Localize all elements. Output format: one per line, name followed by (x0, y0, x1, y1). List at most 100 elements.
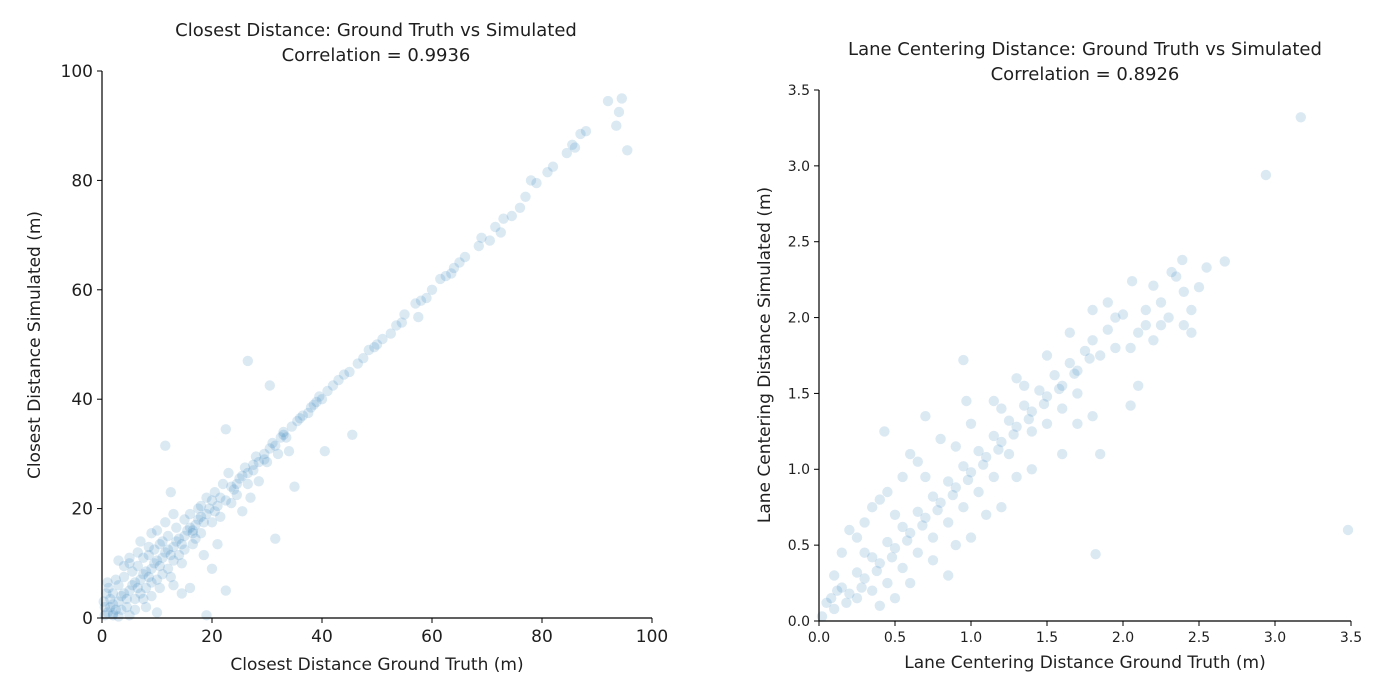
scatter-point (920, 471, 931, 483)
scatter-point (421, 292, 432, 304)
scatter-point (297, 410, 308, 421)
scatter-point (988, 430, 999, 442)
scatter-point (981, 451, 992, 463)
scatter-point (1295, 112, 1307, 123)
x-tick-label: 2.0 (1112, 630, 1134, 646)
scatter-point (162, 544, 174, 555)
scatter-point (879, 426, 890, 437)
scatter-point (253, 476, 264, 487)
scatter-point (157, 552, 168, 563)
scatter-point (889, 593, 901, 604)
scatter-point (193, 503, 204, 514)
scatter-point (143, 541, 154, 553)
y-tick-label: 2.0 (788, 310, 810, 326)
scatter-point (209, 506, 220, 517)
scatter-point (935, 497, 946, 508)
scatter-point (215, 492, 226, 503)
scatter-point (168, 508, 179, 520)
scatter-point (867, 552, 878, 563)
scatter-point (1193, 282, 1205, 293)
scatter-point (1102, 324, 1114, 335)
scatter-point (278, 429, 289, 440)
scatter-point (151, 555, 163, 566)
scatter-point (580, 126, 592, 137)
scatter-point (168, 580, 179, 591)
scatter-point (962, 474, 974, 486)
scatter-point (358, 353, 369, 364)
scatter-point (859, 573, 870, 584)
scatter-point (851, 532, 863, 543)
scatter-point (308, 399, 319, 410)
scatter-point (396, 317, 407, 328)
scatter-point (882, 577, 893, 589)
closest-distance-chart: Closest Distance: Ground Truth vs Simula… (25, 20, 668, 675)
scatter-point (836, 582, 847, 593)
scatter-point (127, 566, 138, 577)
scatter-point (514, 202, 526, 213)
scatter-point (1069, 368, 1080, 379)
scatter-point (561, 147, 572, 159)
scatter-point (154, 582, 165, 594)
scatter-point (105, 601, 116, 613)
x-tick-label: 0.0 (808, 630, 830, 646)
scatter-point (344, 366, 355, 378)
scatter-point (118, 588, 130, 599)
scatter-point (264, 443, 275, 454)
scatter-point (1057, 403, 1068, 414)
scatter-point (435, 273, 446, 285)
scatter-point (1057, 448, 1068, 460)
scatter-point (867, 502, 878, 513)
scatter-point (1166, 266, 1177, 278)
scatter-point (223, 467, 234, 479)
scatter-point (1038, 398, 1050, 410)
scatter-point (275, 432, 286, 443)
scatter-point (226, 481, 237, 492)
scatter-point (259, 454, 270, 465)
scatter-point (231, 489, 242, 501)
scatter-point (184, 508, 196, 520)
scatter-point (107, 599, 119, 610)
y-tick-label: 2.5 (788, 235, 810, 251)
scatter-point (912, 547, 923, 558)
x-tick-label: 0.5 (884, 630, 906, 646)
scatter-point (1201, 262, 1212, 273)
scatter-point (415, 295, 427, 306)
scatter-point (248, 459, 259, 470)
scatter-point (168, 555, 179, 566)
scatter-point (1072, 388, 1083, 399)
scatter-point (165, 571, 176, 583)
scatter-point (829, 603, 840, 615)
scatter-point (547, 161, 559, 172)
scatter-point (201, 508, 212, 520)
scatter-point (135, 574, 146, 585)
scatter-point (101, 588, 112, 599)
y-tick-label: 40 (71, 390, 93, 410)
scatter-point (215, 511, 226, 522)
scatter-point (107, 588, 119, 599)
scatter-point (129, 604, 141, 615)
scatter-point (124, 610, 135, 621)
scatter-point (1041, 350, 1053, 361)
scatter-point (542, 167, 553, 178)
scatter-point (1095, 350, 1106, 361)
scatter-point (1026, 464, 1038, 475)
scatter-point (193, 514, 204, 525)
scatter-point (391, 320, 402, 331)
scatter-point (253, 456, 264, 468)
scatter-point (311, 396, 322, 408)
scatter-point (129, 577, 141, 588)
scatter-point (935, 433, 946, 445)
scatter-point (187, 528, 198, 539)
scatter-point (520, 191, 531, 202)
scatter-point (212, 539, 223, 550)
scatter-point (242, 478, 253, 490)
scatter-point (927, 532, 939, 543)
scatter-point (198, 517, 209, 528)
y-ticks: 0 20 40 60 80 100 (61, 62, 102, 629)
scatter-point (1342, 524, 1354, 536)
scatter-point (1018, 400, 1030, 411)
scatter-point (859, 547, 870, 558)
scatter-point (1125, 342, 1136, 354)
scatter-point (201, 610, 212, 621)
scatter-point (897, 521, 908, 533)
